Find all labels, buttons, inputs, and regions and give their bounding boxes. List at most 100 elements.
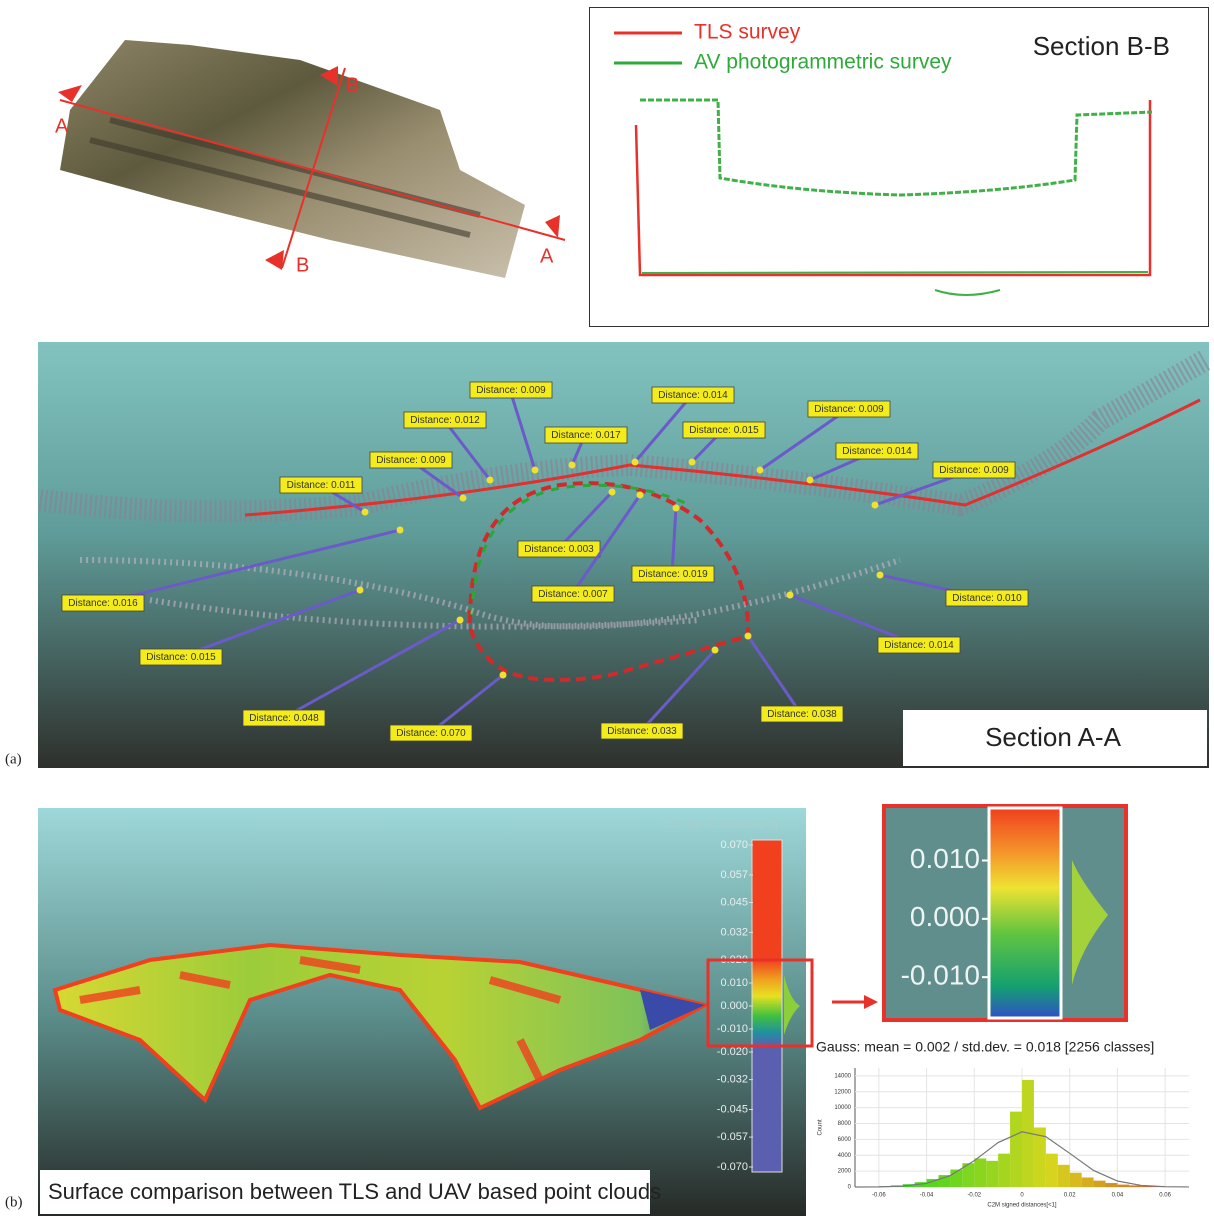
measure-point: [689, 459, 696, 466]
panel-tag: (a): [5, 751, 22, 767]
bar: [1082, 1177, 1094, 1187]
measure-point: [673, 505, 680, 512]
measure-point: [357, 587, 364, 594]
panel-b: C2M signed distances[<1] 0.0700.0570.045…: [5, 806, 1189, 1216]
distance-label: Distance: 0.019: [638, 569, 708, 580]
x-tick-label: 0: [1020, 1193, 1024, 1199]
bar: [1046, 1154, 1058, 1187]
measure-point: [632, 459, 639, 466]
panel-a: Distance: 0.009 Distance: 0.014 Distance: …: [5, 342, 1209, 768]
distance-label: Distance: 0.033: [607, 726, 677, 737]
x-tick-label: -0.06: [872, 1193, 886, 1199]
gauss-text: Gauss: mean = 0.002 / std.dev. = 0.018 […: [816, 1039, 1154, 1055]
distance-label: Distance: 0.048: [249, 713, 319, 724]
arrow: [864, 995, 878, 1009]
distance-label: Distance: 0.012: [410, 415, 480, 426]
panel-title: Section B-B: [1033, 31, 1170, 61]
legend-label: TLS survey: [694, 21, 801, 44]
y-tick-label: 0: [848, 1185, 852, 1191]
distance-label: Distance: 0.014: [658, 390, 728, 401]
orthophoto: [60, 40, 525, 278]
measure-point: [609, 489, 616, 496]
map-label: A: [540, 245, 554, 267]
distance-label: Distance: 0.011: [287, 480, 356, 491]
zoom-bar: [989, 808, 1061, 1018]
bar: [998, 1154, 1010, 1187]
x-tick-label: 0.02: [1064, 1193, 1076, 1199]
tick-label: -0.010: [901, 960, 980, 991]
distance-label: Distance: 0.009: [814, 404, 884, 415]
y-tick-label: 6000: [838, 1137, 852, 1143]
x-tick-label: 0.06: [1159, 1193, 1171, 1199]
distance-label: Distance: 0.014: [884, 640, 954, 651]
distance-label: Distance: 0.017: [551, 430, 621, 441]
arrow: [265, 250, 284, 270]
x-tick-label: -0.02: [967, 1193, 981, 1199]
tick-label: -0.020: [717, 1046, 748, 1058]
legend-label: AV photogrammetric survey: [694, 51, 952, 74]
distance-label: Distance: 0.009: [476, 385, 546, 396]
colorbar-bar: [752, 840, 782, 1172]
tick-label: 0.000: [910, 901, 980, 932]
map-label: A: [55, 115, 69, 137]
bar: [974, 1158, 986, 1187]
bar: [1117, 1185, 1129, 1187]
y-axis-label: Count: [818, 1119, 824, 1135]
distance-label: Distance: 0.009: [376, 455, 446, 466]
measure-point: [745, 633, 752, 640]
measure-point: [397, 527, 404, 534]
measure-point: [500, 672, 507, 679]
map-label: B: [346, 74, 359, 96]
measure-point: [487, 477, 494, 484]
distance-label: Distance: 0.010: [952, 593, 1022, 604]
tick-label: -0.070: [717, 1161, 748, 1173]
y-tick-label: 2000: [838, 1169, 852, 1175]
bar: [1010, 1112, 1022, 1187]
bar: [1106, 1183, 1118, 1187]
histogram: 0 2000 4000 6000 8000 10000 12000 14000 -0.06 -0.…: [818, 1068, 1189, 1209]
y-tick-label: 14000: [834, 1074, 851, 1080]
measure-point: [532, 467, 539, 474]
panel-title: Section A-A: [985, 722, 1122, 752]
x-tick-label: 0.04: [1112, 1193, 1124, 1199]
tick-label: -0.045: [717, 1103, 748, 1115]
tick-label: 0.010: [910, 843, 980, 874]
bar: [1094, 1181, 1106, 1187]
panel-tag: (b): [5, 1194, 23, 1210]
distance-label: Distance: 0.009: [939, 465, 1009, 476]
measure-point: [807, 477, 814, 484]
measure-point: [457, 617, 464, 624]
distance-label: Distance: 0.015: [146, 652, 216, 663]
tick-label: 0.057: [720, 869, 748, 881]
measure-point: [872, 502, 879, 509]
tick-label: 0.000: [720, 1000, 748, 1012]
tick-label: 0.070: [720, 839, 748, 851]
y-tick-label: 4000: [838, 1153, 852, 1159]
y-tick-label: 10000: [834, 1105, 851, 1111]
distance-label: Distance: 0.038: [767, 709, 837, 720]
bar: [1070, 1173, 1082, 1187]
distance-label: Distance: 0.070: [396, 728, 466, 739]
distance-label: Distance: 0.007: [538, 589, 608, 600]
colorbar-title: C2M signed distances[<1]: [662, 820, 778, 831]
measure-point: [569, 462, 576, 469]
distance-label: Distance: 0.014: [842, 446, 912, 457]
x-axis-label: C2M signed distances[<1]: [987, 1203, 1057, 1209]
distance-label: Distance: 0.015: [689, 425, 759, 436]
distance-label: Distance: 0.016: [68, 598, 138, 609]
distance-label: Distance: 0.003: [524, 544, 594, 555]
measure-point: [787, 592, 794, 599]
tick-label: -0.032: [717, 1074, 748, 1086]
tick-label: 0.010: [720, 977, 748, 989]
measure-point: [712, 647, 719, 654]
measure-point: [757, 467, 764, 474]
tick-label: 0.032: [720, 926, 748, 938]
measure-point: [637, 492, 644, 499]
y-tick-label: 12000: [834, 1089, 851, 1095]
measure-point: [460, 495, 467, 502]
x-tick-label: -0.04: [920, 1193, 934, 1199]
measure-point: [362, 509, 369, 516]
measure-point: [877, 572, 884, 579]
map-label: B: [296, 254, 309, 276]
y-tick-label: 8000: [838, 1121, 852, 1127]
